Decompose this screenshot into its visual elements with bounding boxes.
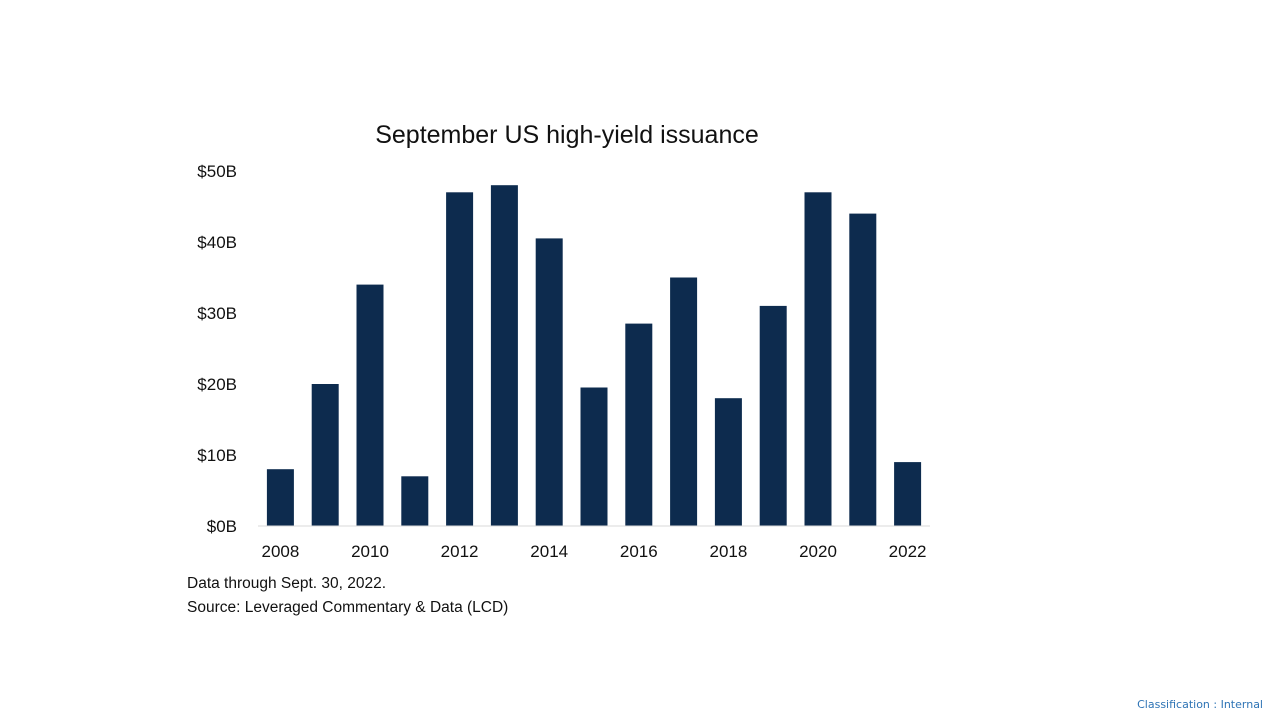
x-tick-label: 2010 <box>351 542 389 561</box>
bar-2017 <box>670 277 698 526</box>
bar-2010 <box>356 284 384 526</box>
bar-2011 <box>401 476 429 526</box>
source-note: Source: Leveraged Commentary & Data (LCD… <box>187 599 509 616</box>
bar-2013 <box>490 185 518 526</box>
bar-2020 <box>804 192 832 527</box>
bar-2019 <box>759 305 787 526</box>
x-tick-label: 2016 <box>620 542 658 561</box>
bar-2022 <box>894 462 922 526</box>
chart-title: September US high-yield issuance <box>375 121 759 149</box>
x-tick-label: 2020 <box>799 542 837 561</box>
bar-2015 <box>580 387 608 526</box>
bar-2021 <box>849 213 877 526</box>
y-tick-label: $10B <box>197 446 237 465</box>
bar-2008 <box>266 469 294 526</box>
x-tick-label: 2008 <box>261 542 299 561</box>
x-tick-label: 2018 <box>709 542 747 561</box>
y-tick-label: $50B <box>197 162 237 181</box>
y-axis: $0B $10B $20B $30B $40B $50B <box>197 162 237 536</box>
y-tick-label: $0B <box>207 517 237 536</box>
x-axis: 2008 2010 2012 2014 2016 2018 2020 2022 <box>261 542 926 561</box>
bars <box>266 185 922 527</box>
y-tick-label: $30B <box>197 304 237 323</box>
bar-2018 <box>714 398 742 526</box>
y-tick-label: $20B <box>197 375 237 394</box>
x-tick-label: 2014 <box>530 542 568 561</box>
data-through-note: Data through Sept. 30, 2022. <box>187 575 387 592</box>
bar-2014 <box>535 238 563 526</box>
x-tick-label: 2012 <box>441 542 479 561</box>
bar-2009 <box>311 384 339 526</box>
classification-label: Classification : Internal <box>1137 698 1263 711</box>
bar-2012 <box>446 192 474 527</box>
x-tick-label: 2022 <box>889 542 927 561</box>
bar-2016 <box>625 323 653 526</box>
y-tick-label: $40B <box>197 233 237 252</box>
